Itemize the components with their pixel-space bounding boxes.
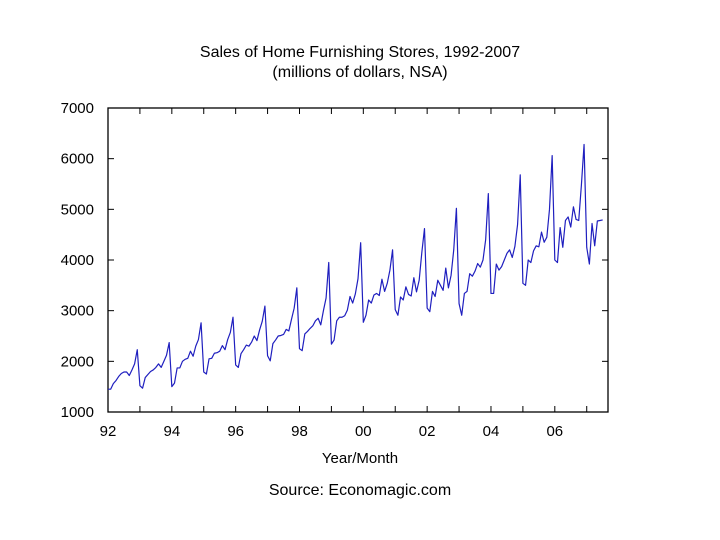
y-tick-label: 2000 [61, 353, 94, 370]
x-axis-label: Year/Month [321, 450, 399, 467]
y-axis: 1000 2000 3000 4000 5000 6000 7000 [61, 100, 608, 421]
x-tick-label: 96 [227, 423, 244, 440]
y-tick-label: 4000 [61, 252, 94, 269]
chart-subtitle: (millions of dollars, NSA) [272, 64, 448, 81]
x-tick-label: 92 [100, 423, 117, 440]
x-tick-label: 98 [291, 423, 308, 440]
y-tick-label: 1000 [61, 404, 94, 421]
y-tick-label: 6000 [61, 151, 94, 168]
chart-title: Sales of Home Furnishing Stores, 1992-20… [199, 44, 521, 61]
plot-area-frame [107, 107, 609, 413]
y-tick-label: 3000 [61, 303, 94, 320]
y-tick-label: 5000 [61, 201, 94, 218]
x-axis: 92 94 96 98 00 02 04 06 [100, 108, 588, 440]
source-note: Source: Economagic.com [268, 482, 452, 499]
series-group [108, 143, 603, 390]
x-tick-label: 06 [546, 423, 563, 440]
x-tick-label: 04 [483, 423, 500, 440]
x-tick-label: 94 [163, 423, 180, 440]
series-line-0 [108, 143, 603, 390]
y-tick-label: 7000 [61, 100, 94, 117]
x-tick-label: 00 [355, 423, 372, 440]
x-tick-label: 02 [419, 423, 436, 440]
